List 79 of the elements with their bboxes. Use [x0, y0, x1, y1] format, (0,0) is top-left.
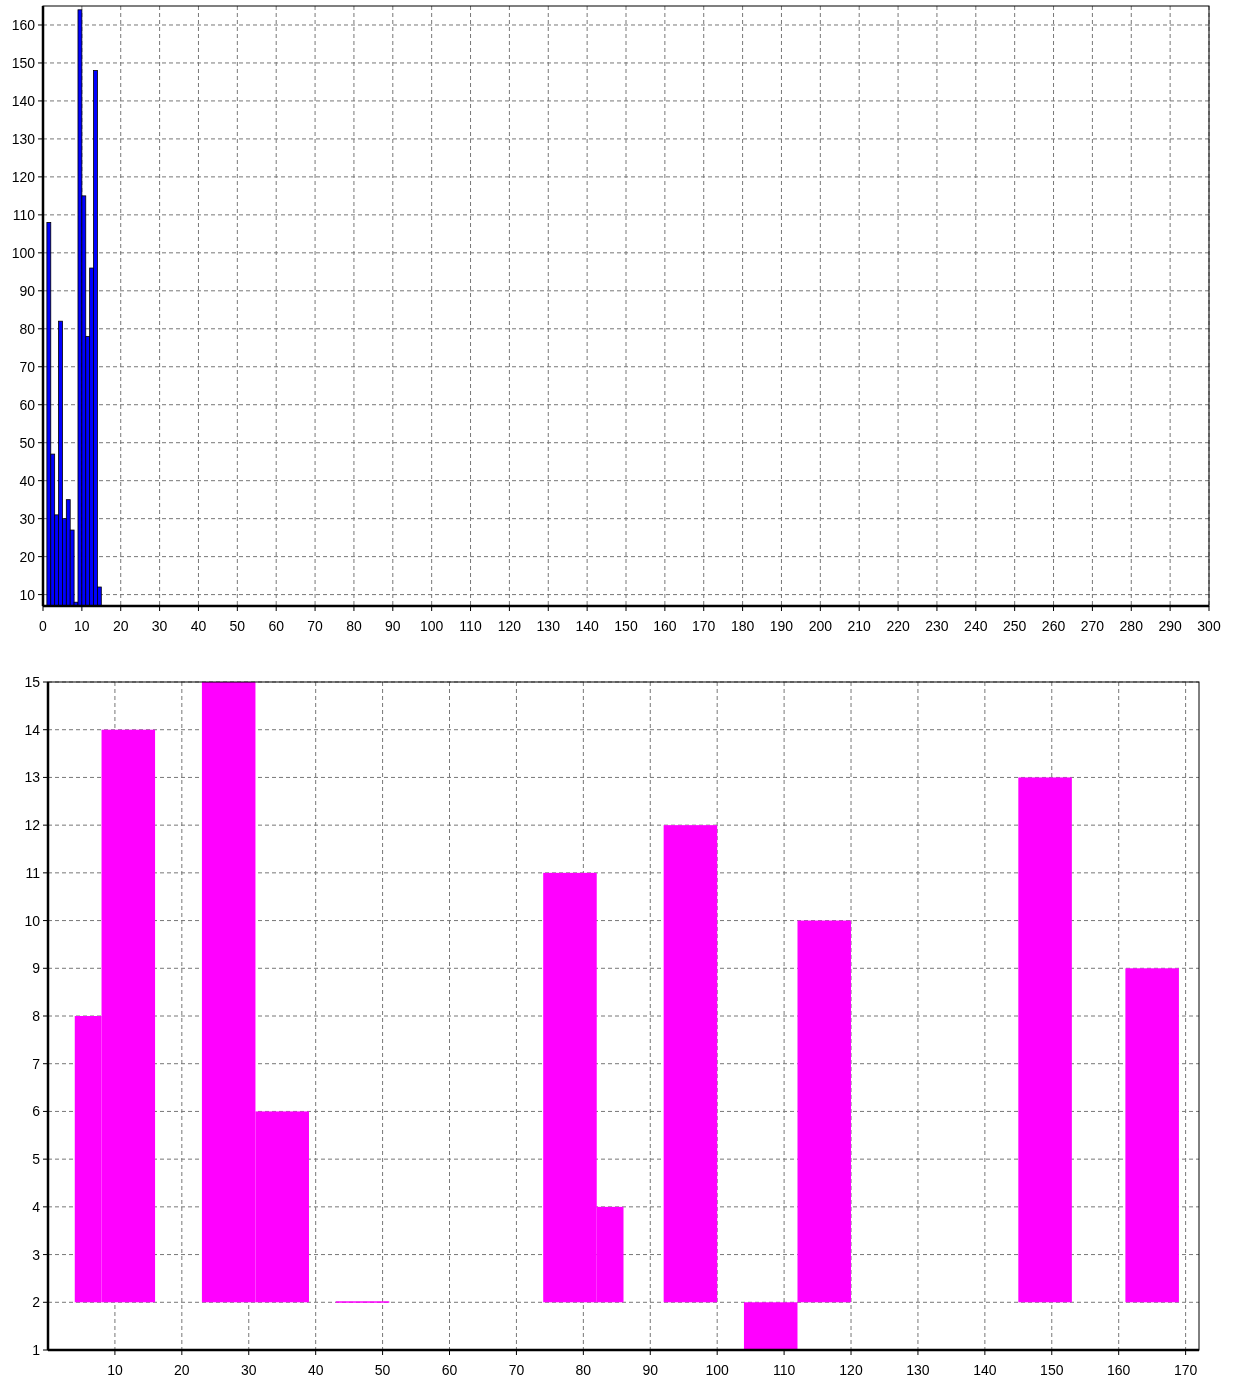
x-tick-label: 270 — [1080, 618, 1105, 634]
y-tick-label: 10 — [19, 586, 36, 603]
x-tick-label: 0 — [39, 618, 48, 634]
x-tick-label: 70 — [508, 1362, 525, 1378]
x-tick-label: 20 — [174, 1362, 190, 1378]
x-tick-label: 80 — [575, 1362, 592, 1378]
x-tick-label: 110 — [772, 1362, 796, 1378]
y-tick-label: 3 — [32, 1246, 41, 1263]
x-tick-label: 40 — [307, 1362, 324, 1378]
x-tick-label: 150 — [614, 618, 638, 634]
y-tick-label: 2 — [32, 1294, 41, 1311]
y-tick-label: 10 — [24, 912, 41, 929]
x-tick-label: 120 — [497, 618, 522, 634]
x-tick-label: 60 — [441, 1362, 458, 1378]
x-tick-label: 160 — [1107, 1362, 1131, 1378]
x-tick-label: 280 — [1119, 618, 1144, 634]
x-tick-label: 100 — [705, 1362, 730, 1378]
y-tick-label: 30 — [19, 510, 36, 527]
y-tick-label: 9 — [32, 960, 41, 977]
x-tick-label: 170 — [1173, 1362, 1198, 1378]
x-tick-label: 10 — [107, 1362, 123, 1378]
x-tick-label: 130 — [906, 1362, 930, 1378]
x-tick-label: 70 — [307, 618, 324, 634]
x-tick-label: 210 — [847, 618, 872, 634]
y-tick-label: 90 — [19, 282, 36, 299]
x-tick-label: 50 — [374, 1362, 391, 1378]
y-tick-label: 14 — [24, 721, 41, 738]
y-tick-label: 60 — [19, 396, 36, 413]
x-tick-label: 250 — [1002, 618, 1027, 634]
y-tick-label: 1 — [32, 1342, 41, 1358]
x-tick-label: 220 — [886, 618, 910, 634]
x-tick-label: 240 — [964, 618, 988, 634]
y-tick-label: 12 — [24, 817, 41, 834]
y-tick-label: 13 — [24, 769, 41, 786]
y-tick-label: 40 — [19, 472, 36, 489]
y-tick-label: 110 — [12, 206, 36, 223]
y-tick-label: 4 — [32, 1198, 41, 1215]
x-tick-label: 60 — [268, 618, 285, 634]
x-tick-label: 140 — [973, 1362, 997, 1378]
x-tick-label: 10 — [74, 618, 90, 634]
x-tick-label: 50 — [229, 618, 246, 634]
y-tick-label: 50 — [19, 434, 36, 451]
x-tick-label: 260 — [1041, 618, 1066, 634]
x-tick-label: 30 — [151, 618, 168, 634]
x-tick-label: 80 — [346, 618, 362, 634]
x-tick-label: 120 — [839, 1362, 863, 1378]
y-tick-label: 8 — [32, 1008, 41, 1024]
x-tick-label: 190 — [769, 618, 794, 634]
y-tick-label: 160 — [11, 16, 36, 33]
y-tick-label: 6 — [32, 1103, 41, 1120]
y-tick-label: 150 — [11, 54, 36, 71]
x-tick-label: 290 — [1158, 618, 1183, 634]
x-tick-label: 130 — [536, 618, 561, 634]
x-tick-label: 160 — [653, 618, 677, 634]
y-tick-label: 7 — [32, 1055, 41, 1072]
y-tick-label: 130 — [11, 130, 36, 147]
x-tick-label: 20 — [112, 618, 129, 634]
x-tick-label: 90 — [642, 1362, 659, 1378]
y-tick-label: 140 — [11, 92, 36, 109]
y-tick-label: 15 — [24, 674, 41, 690]
y-tick-label: 11 — [25, 864, 41, 881]
x-tick-label: 90 — [385, 618, 401, 634]
x-tick-label: 140 — [575, 618, 600, 634]
x-tick-label: 150 — [1040, 1362, 1064, 1378]
x-tick-label: 300 — [1197, 618, 1221, 634]
y-tick-label: 5 — [32, 1151, 41, 1168]
x-tick-label: 230 — [925, 618, 949, 634]
y-tick-label: 20 — [19, 548, 36, 565]
x-tick-label: 40 — [190, 618, 207, 634]
y-tick-label: 70 — [19, 358, 36, 375]
y-tick-label: 100 — [11, 244, 36, 261]
x-tick-label: 110 — [459, 618, 482, 634]
x-tick-label: 30 — [240, 1362, 257, 1378]
x-tick-label: 200 — [808, 618, 833, 634]
x-tick-label: 170 — [692, 618, 716, 634]
x-tick-label: 100 — [419, 618, 444, 634]
y-tick-label: 80 — [19, 320, 36, 337]
x-tick-label: 180 — [730, 618, 755, 634]
y-tick-label: 120 — [11, 168, 36, 185]
